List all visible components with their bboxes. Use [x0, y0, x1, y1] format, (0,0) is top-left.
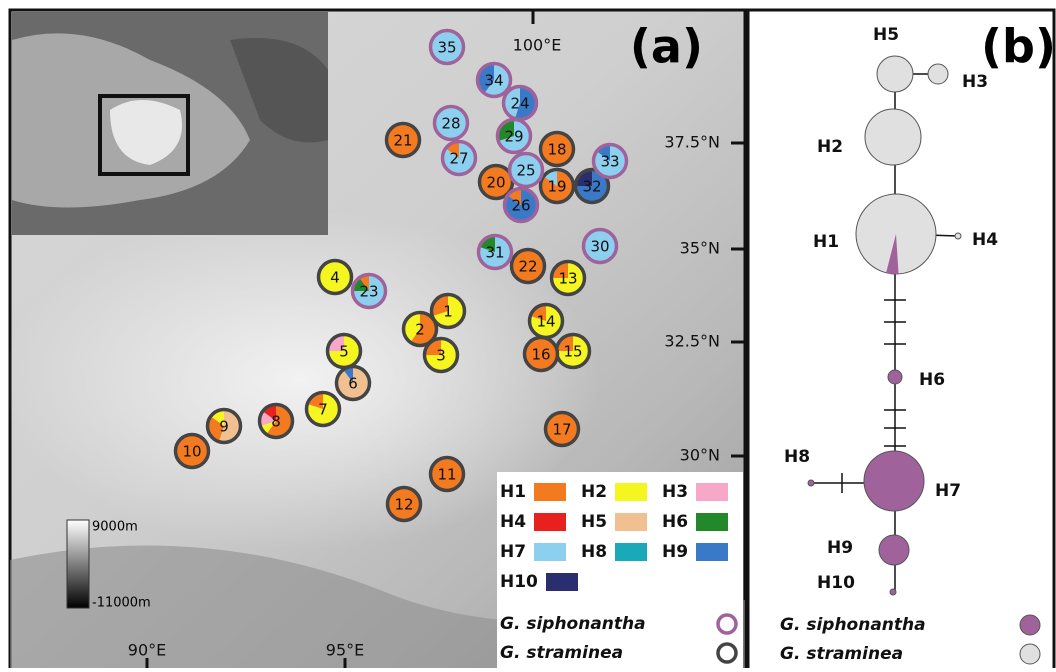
population-label: 5: [339, 343, 349, 361]
legend-swatch: [534, 483, 566, 501]
population-label: 19: [547, 178, 566, 196]
population-label: 22: [518, 258, 537, 276]
network-panel: [748, 10, 1054, 668]
legend-label: H7: [500, 542, 526, 562]
population-label: 4: [330, 269, 340, 287]
legend-swatch: [534, 543, 566, 561]
population-label: 29: [504, 128, 523, 146]
network-node: [879, 535, 909, 565]
population-label: 28: [441, 115, 460, 133]
species-swatch: [1020, 644, 1040, 664]
legend-label: H6: [662, 512, 688, 532]
network-node: [877, 56, 913, 92]
population-label: 17: [552, 421, 571, 439]
elevation-min: -11000m: [92, 596, 151, 611]
population-label: 34: [484, 72, 503, 90]
population-label: 21: [393, 132, 412, 150]
species-label: G. siphonantha: [780, 615, 926, 635]
legend-box: [497, 472, 743, 668]
node-label: H9: [827, 538, 853, 558]
species-ring: [718, 644, 736, 662]
population-label: 20: [486, 174, 505, 192]
legend-label: H8: [581, 542, 607, 562]
lon-label: 90°E: [128, 641, 166, 660]
population-label: 16: [531, 346, 550, 364]
network-node: [928, 64, 948, 84]
species-label: G. straminea: [780, 644, 903, 664]
population-label: 10: [182, 443, 201, 461]
population-label: 3: [436, 347, 446, 365]
legend-label: H5: [581, 512, 607, 532]
species-label: G. siphonantha: [500, 614, 646, 634]
population-label: 11: [437, 466, 456, 484]
node-label: H10: [817, 573, 855, 593]
population-label: 12: [394, 496, 413, 514]
population-label: 27: [449, 150, 468, 168]
network-node: [865, 109, 921, 165]
lat-label: 37.5°N: [664, 133, 720, 152]
legend-swatch: [696, 513, 728, 531]
legend-label: H10: [500, 572, 538, 592]
legend-label: H3: [662, 482, 688, 502]
lat-label: 32.5°N: [664, 332, 720, 351]
lat-label: 30°N: [680, 446, 720, 465]
network-node: [864, 451, 924, 511]
population-label: 30: [590, 238, 609, 256]
figure: (a) 100°E 90°E 95°E 9000m -11000m (b) 37…: [0, 0, 1056, 668]
population-label: 7: [318, 401, 328, 419]
legend-swatch: [534, 513, 566, 531]
legend-label: H4: [500, 512, 526, 532]
legend-swatch: [696, 483, 728, 501]
legend-label: H1: [500, 482, 526, 502]
elevation-bar: [67, 520, 89, 608]
population-label: 6: [348, 375, 358, 393]
node-label: H3: [962, 72, 988, 92]
legend-swatch: [615, 483, 647, 501]
population-label: 23: [359, 283, 378, 301]
population-label: 35: [437, 39, 456, 57]
network-node: [808, 480, 814, 486]
population-label: 14: [536, 313, 555, 331]
population-label: 32: [582, 178, 601, 196]
panel-label: (b): [981, 20, 1056, 74]
node-label: H1: [813, 232, 839, 252]
legend-label: H2: [581, 482, 607, 502]
population-label: 2: [415, 321, 425, 339]
lon-label: 95°E: [326, 641, 364, 660]
legend-swatch: [615, 543, 647, 561]
population-label: 24: [510, 95, 529, 113]
panel-label: (a): [630, 20, 703, 74]
population-label: 31: [485, 244, 504, 262]
species-ring: [718, 615, 736, 633]
legend-swatch: [546, 573, 578, 591]
node-label: H2: [817, 137, 843, 157]
population-label: 1: [443, 303, 453, 321]
population-label: 33: [600, 153, 619, 171]
population-label: 9: [219, 418, 229, 436]
population-label: 15: [563, 343, 582, 361]
lat-label: 35°N: [680, 239, 720, 258]
species-swatch: [1020, 615, 1040, 635]
legend-swatch: [696, 543, 728, 561]
population-label: 26: [511, 197, 530, 215]
species-label: G. straminea: [500, 643, 623, 663]
legend-swatch: [615, 513, 647, 531]
population-label: 13: [558, 270, 577, 288]
node-label: H8: [784, 447, 810, 467]
population-label: 8: [271, 413, 281, 431]
node-label: H6: [919, 370, 945, 390]
population-label: 18: [547, 141, 566, 159]
lon-label: 100°E: [513, 36, 562, 55]
node-label: H7: [935, 481, 961, 501]
population-label: 25: [516, 162, 535, 180]
elevation-max: 9000m: [92, 520, 138, 535]
legend-label: H9: [662, 542, 688, 562]
network-node: [888, 370, 902, 384]
network-node: [890, 589, 896, 595]
network-node: [955, 233, 961, 239]
node-label: H5: [873, 25, 899, 45]
node-label: H4: [972, 230, 998, 250]
